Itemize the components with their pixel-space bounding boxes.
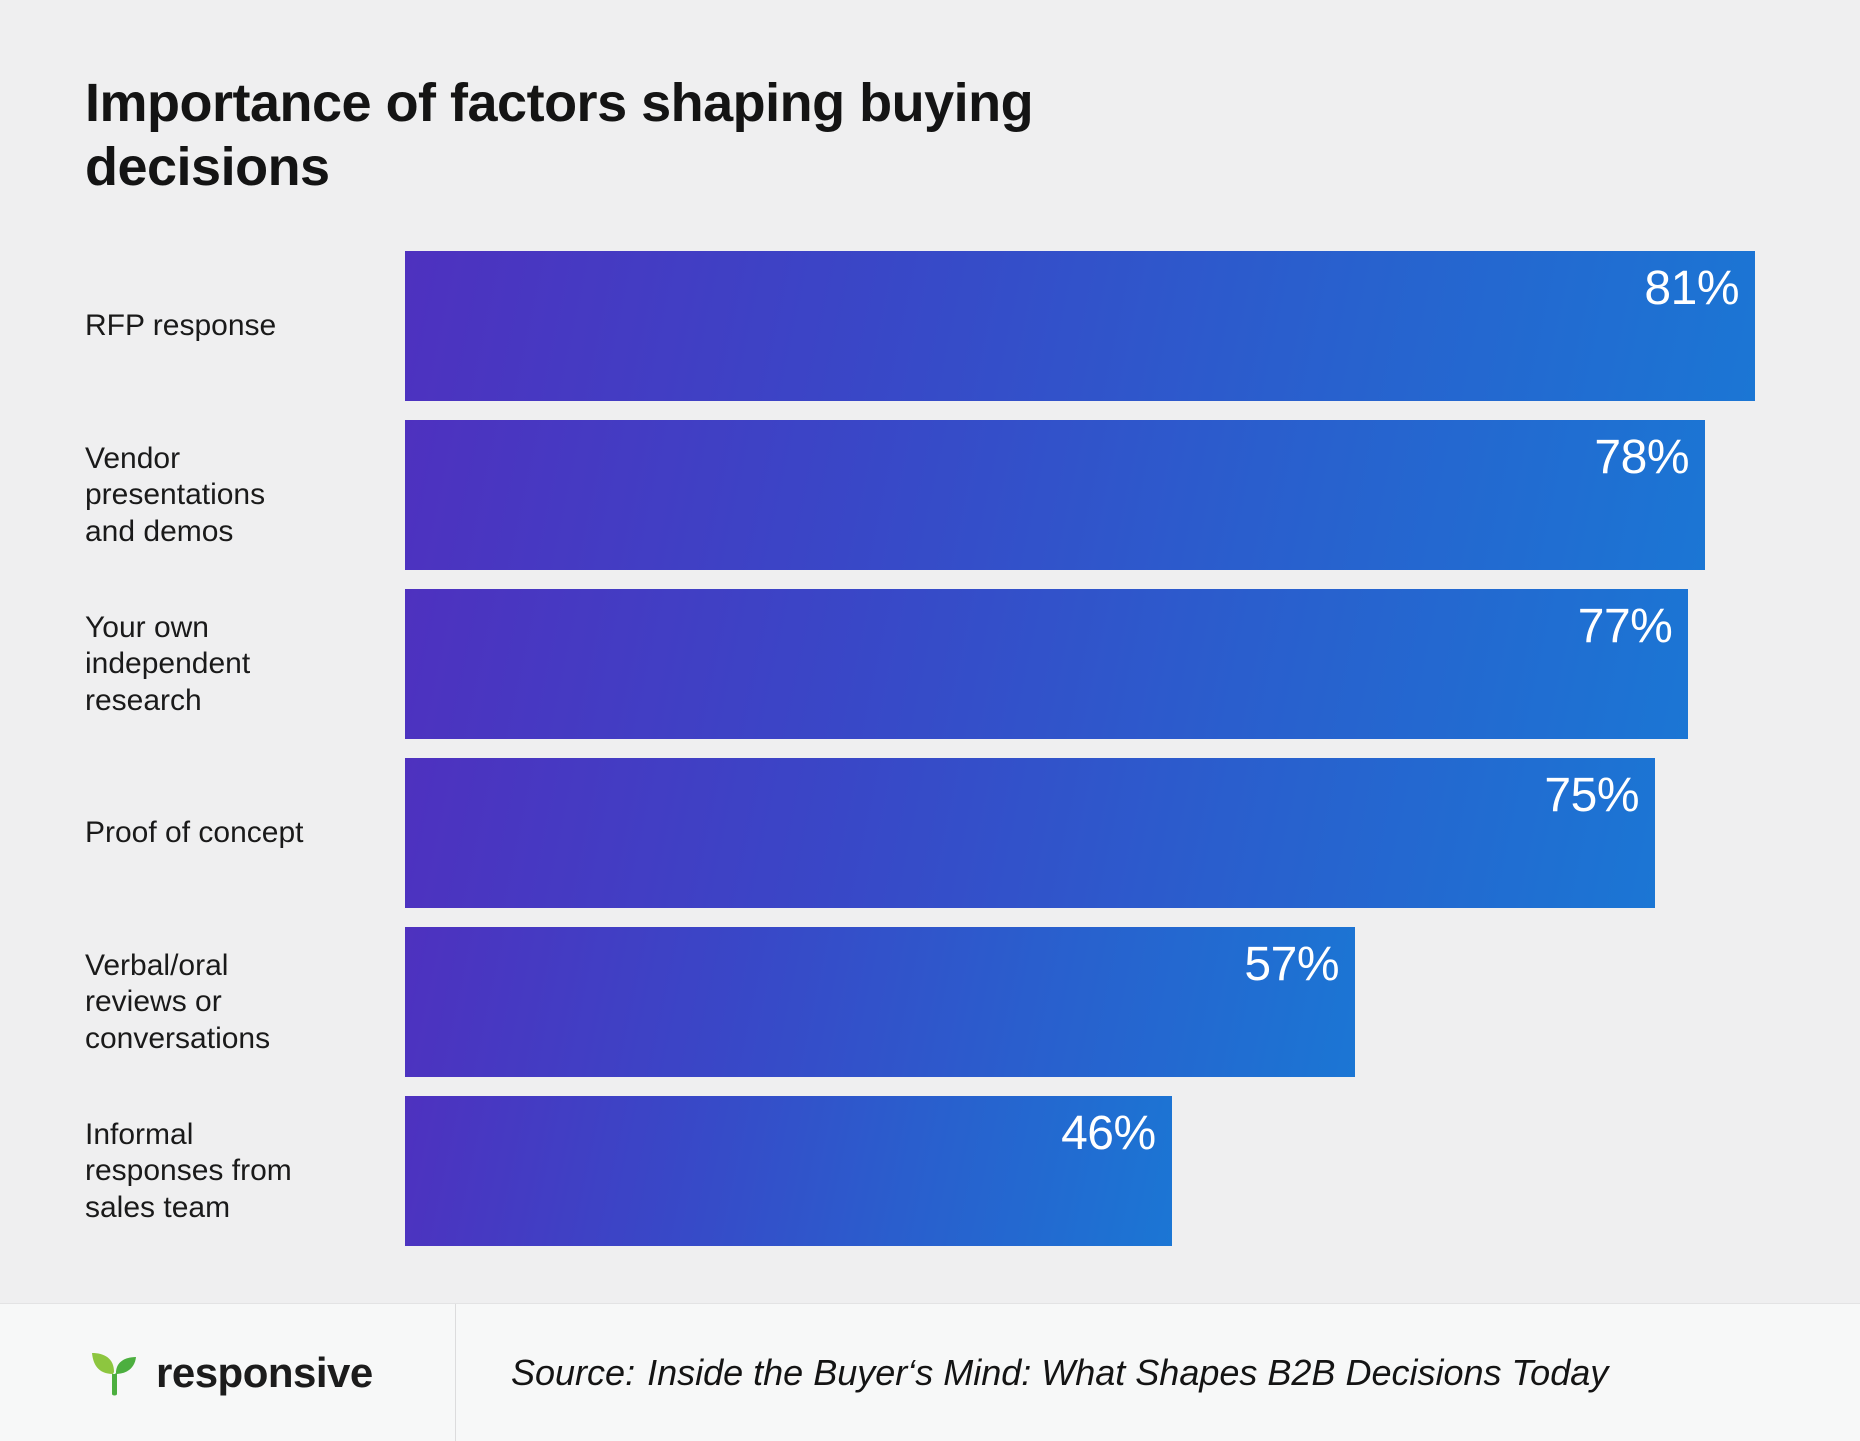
bar-label: Verbal/oral reviews or conversations xyxy=(85,948,271,1055)
bar-label: RFP response xyxy=(85,309,277,343)
bar-track: 77% xyxy=(405,589,1755,740)
bar-row: Proof of concept 75% xyxy=(85,758,1755,909)
bar: 78% xyxy=(405,420,1705,571)
brand-name: responsive xyxy=(156,1348,373,1396)
bar-value-label: 81% xyxy=(1644,262,1739,316)
sprout-leaf-icon xyxy=(88,1347,140,1399)
bar-row: Your own independent research 77% xyxy=(85,589,1755,740)
bar: 77% xyxy=(405,589,1689,740)
bar-value-label: 77% xyxy=(1577,600,1673,654)
bar-track: 78% xyxy=(405,420,1755,571)
bar-track: 81% xyxy=(405,251,1755,402)
footer: responsive Source: Inside the Buyer‘s Mi… xyxy=(0,1303,1860,1441)
bar-value-label: 75% xyxy=(1544,769,1639,823)
bar-row: RFP response 81% xyxy=(85,251,1755,402)
chart-title: Importance of factors shaping buying dec… xyxy=(85,73,1034,197)
bar-track: 57% xyxy=(405,927,1755,1078)
bar-value-label: 46% xyxy=(1061,1107,1156,1161)
brand-lockup: responsive xyxy=(0,1304,455,1441)
bar: 81% xyxy=(405,251,1755,402)
bar-row: Informal responses from sales team 46% xyxy=(85,1096,1755,1247)
source-prefix: Source: xyxy=(511,1351,636,1393)
bar: 57% xyxy=(405,927,1355,1078)
bar-label: Proof of concept xyxy=(85,816,304,850)
bar-chart: RFP response 81% Vendor presentations and … xyxy=(0,199,1860,1303)
source-title: Inside the Buyer‘s Mind: What Shapes B2B… xyxy=(647,1351,1609,1393)
bar-row: Vendor presentations and demos 78% xyxy=(85,420,1755,571)
bar-value-label: 57% xyxy=(1244,938,1339,992)
bar-row: Verbal/oral reviews or conversations 57% xyxy=(85,927,1755,1078)
footer-divider xyxy=(455,1304,456,1441)
bar-track: 75% xyxy=(405,758,1755,909)
source-line: Source: Inside the Buyer‘s Mind: What Sh… xyxy=(456,1304,1860,1441)
bar-label: Your own independent research xyxy=(85,610,251,717)
bar-value-label: 78% xyxy=(1594,431,1689,485)
bar-label: Informal responses from sales team xyxy=(85,1117,292,1224)
bar: 75% xyxy=(405,758,1655,909)
bar: 46% xyxy=(405,1096,1172,1247)
bar-label: Vendor presentations and demos xyxy=(85,441,266,548)
bar-track: 46% xyxy=(405,1096,1755,1247)
